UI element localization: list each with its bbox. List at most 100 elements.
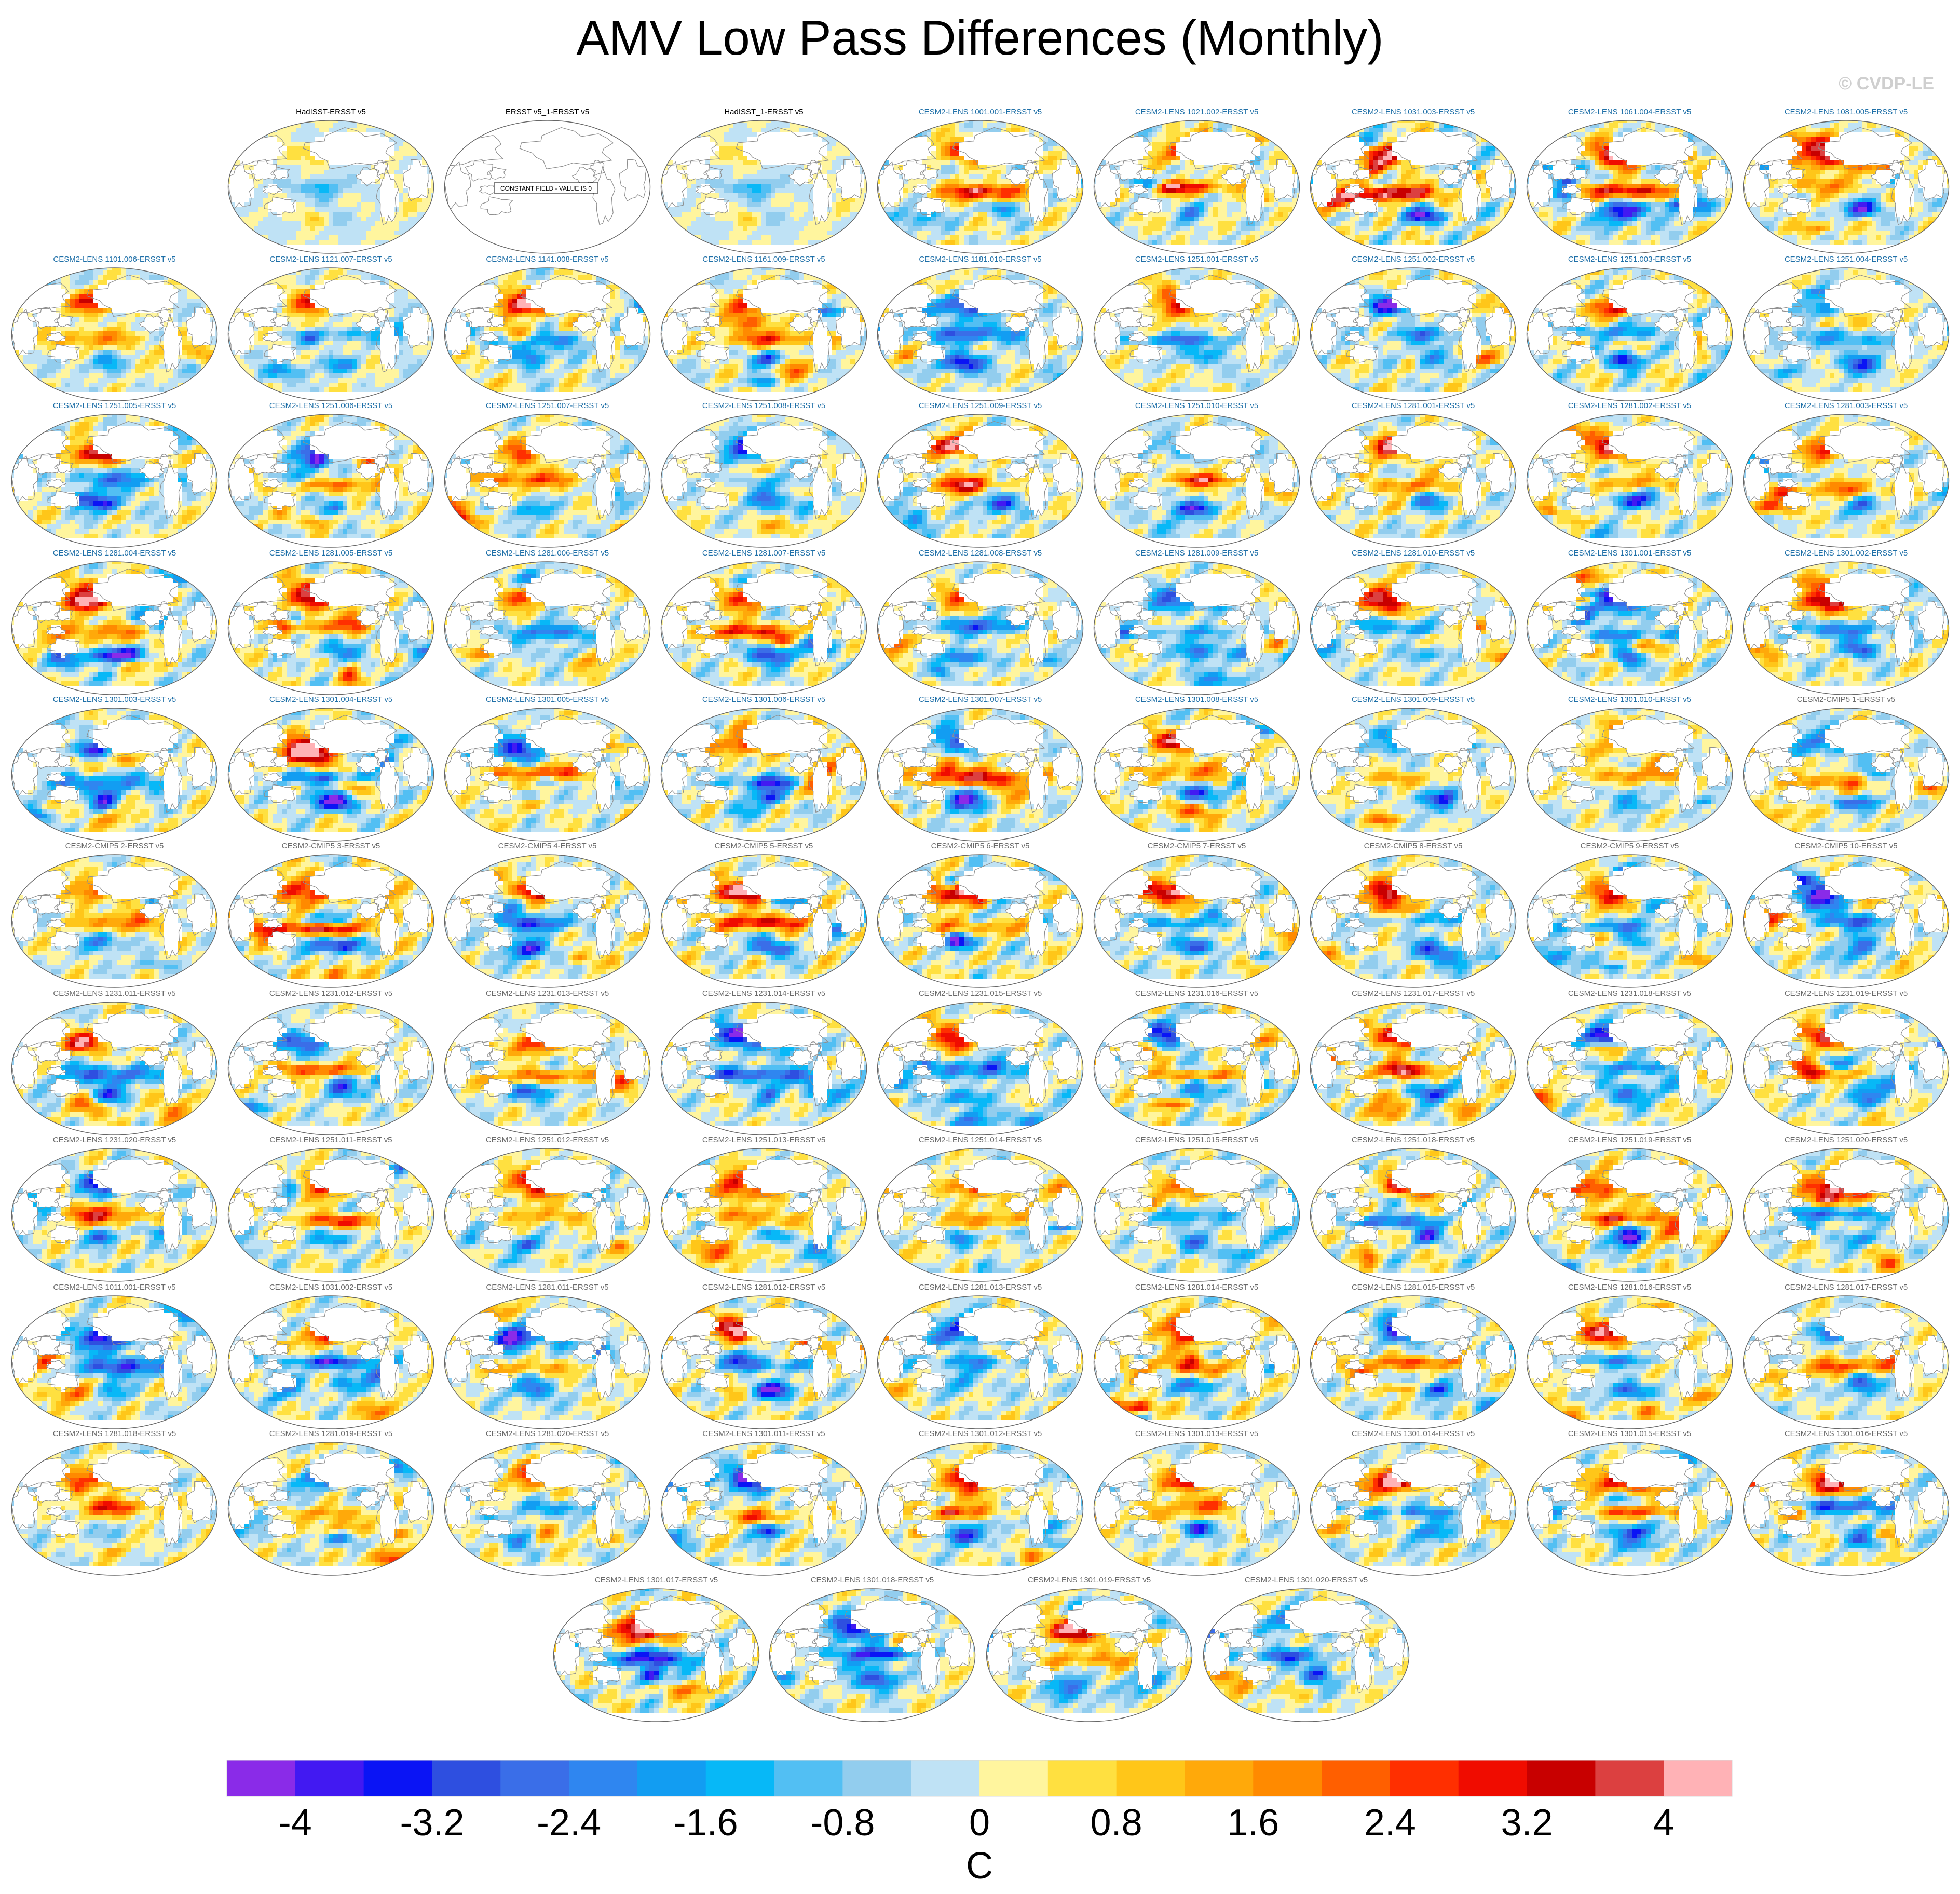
sst-difference-field	[1743, 1002, 1949, 1135]
difference-map	[444, 854, 651, 988]
sst-difference-field	[444, 708, 650, 841]
map-border	[227, 414, 434, 548]
difference-map	[660, 267, 867, 401]
map-panel: CESM2-LENS 1301.013-ERSST v5	[1092, 1429, 1302, 1577]
map-panel: CESM2-LENS 1301.016-ERSST v5	[1741, 1429, 1951, 1577]
sst-difference-field	[1743, 1442, 1949, 1575]
sst-difference-field	[661, 1442, 867, 1575]
map-border	[1310, 708, 1517, 842]
sst-difference-field	[1527, 708, 1733, 841]
sst-difference-field	[661, 120, 867, 253]
map-border	[1093, 1442, 1300, 1576]
difference-map	[877, 854, 1084, 988]
difference-map	[877, 1148, 1084, 1282]
map-panel: CESM2-LENS 1231.019-ERSST v5	[1741, 989, 1951, 1137]
map-border	[1310, 1002, 1517, 1135]
map-border	[1743, 1442, 1950, 1576]
sst-difference-field	[661, 708, 867, 841]
difference-map	[1743, 1148, 1950, 1282]
map-border	[877, 708, 1084, 842]
map-panel: CESM2-LENS 1281.005-ERSST v5	[226, 548, 436, 697]
map-panel: CESM2-LENS 1031.003-ERSST v5	[1308, 107, 1518, 255]
map-panel: CESM2-LENS 1301.001-ERSST v5	[1525, 548, 1735, 697]
map-border	[1526, 120, 1733, 254]
panel-title: CESM2-LENS 1281.007-ERSST v5	[659, 548, 869, 559]
map-border	[660, 120, 867, 254]
sst-difference-field	[877, 708, 1083, 841]
map-border	[11, 1002, 218, 1135]
difference-map	[660, 1002, 867, 1135]
sst-difference-field	[1094, 1296, 1300, 1429]
panel-title: CESM2-LENS 1281.006-ERSST v5	[442, 548, 652, 559]
map-panel: CESM2-LENS 1231.012-ERSST v5	[226, 989, 436, 1137]
panel-title: CESM2-LENS 1231.019-ERSST v5	[1741, 989, 1951, 999]
map-panel: CESM2-LENS 1251.011-ERSST v5	[226, 1135, 436, 1283]
sst-difference-field	[1527, 414, 1733, 547]
panel-title: CESM2-CMIP5 4-ERSST v5	[442, 841, 652, 851]
panel-title: CESM2-LENS 1281.011-ERSST v5	[442, 1282, 652, 1293]
map-border	[1526, 708, 1733, 842]
panel-title: CESM2-LENS 1251.004-ERSST v5	[1741, 254, 1951, 265]
constant-field-box	[494, 182, 598, 194]
map-border	[11, 1148, 218, 1282]
panel-title: CESM2-LENS 1301.019-ERSST v5	[984, 1575, 1194, 1586]
colorbar-swatch	[569, 1760, 638, 1796]
difference-map	[1743, 854, 1950, 988]
sst-difference-field	[444, 562, 650, 695]
sst-difference-field	[1743, 562, 1949, 695]
difference-map	[877, 120, 1084, 254]
map-border	[11, 854, 218, 988]
sst-difference-field	[444, 414, 650, 547]
sst-difference-field	[228, 1296, 434, 1429]
map-border	[1743, 854, 1950, 988]
difference-map	[877, 1295, 1084, 1429]
difference-map	[1743, 414, 1950, 548]
map-panel: CESM2-LENS 1251.010-ERSST v5	[1092, 401, 1302, 549]
map-border	[660, 1295, 867, 1429]
map-border	[769, 1588, 976, 1722]
sst-difference-field	[1310, 414, 1516, 547]
sst-difference-field	[228, 414, 434, 547]
colorbar-tick-label: 0.8	[1091, 1802, 1142, 1844]
map-border	[11, 267, 218, 401]
map-border	[227, 1295, 434, 1429]
panel-title: CESM2-LENS 1231.020-ERSST v5	[9, 1135, 220, 1145]
difference-map	[877, 1002, 1084, 1135]
difference-map	[1743, 561, 1950, 695]
map-panel: CESM2-LENS 1231.016-ERSST v5	[1092, 989, 1302, 1137]
difference-map	[1093, 414, 1300, 548]
difference-map	[1310, 561, 1517, 695]
panel-title: CESM2-LENS 1251.003-ERSST v5	[1525, 254, 1735, 265]
panel-title: CESM2-LENS 1281.012-ERSST v5	[659, 1282, 869, 1293]
difference-map	[444, 267, 651, 401]
map-panel: CESM2-CMIP5 4-ERSST v5	[442, 841, 652, 990]
sst-difference-field	[11, 1002, 217, 1135]
sst-difference-field	[1094, 414, 1300, 547]
map-panel: CESM2-LENS 1301.003-ERSST v5	[9, 695, 220, 843]
sst-difference-field	[1743, 1296, 1949, 1429]
map-border	[986, 1588, 1193, 1722]
difference-map	[660, 1442, 867, 1576]
difference-map	[1743, 1295, 1950, 1429]
difference-map	[1093, 561, 1300, 695]
map-border	[1093, 708, 1300, 842]
colorbar-swatch	[705, 1760, 775, 1796]
map-border	[227, 708, 434, 842]
map-border	[1743, 1148, 1950, 1282]
colorbar-swatch	[500, 1760, 569, 1796]
panel-title: CESM2-LENS 1281.010-ERSST v5	[1308, 548, 1518, 559]
map-border	[1526, 561, 1733, 695]
difference-map	[1310, 120, 1517, 254]
map-panel: CESM2-LENS 1301.014-ERSST v5	[1308, 1429, 1518, 1577]
panel-title: CESM2-LENS 1031.003-ERSST v5	[1308, 107, 1518, 117]
panel-title: CESM2-LENS 1281.018-ERSST v5	[9, 1429, 220, 1439]
sst-difference-field	[11, 1296, 217, 1429]
map-border	[227, 1442, 434, 1576]
difference-map	[444, 1148, 651, 1282]
panel-title: CESM2-LENS 1251.010-ERSST v5	[1092, 401, 1302, 411]
map-border	[227, 561, 434, 695]
map-border	[444, 1442, 651, 1576]
map-panel: CESM2-CMIP5 6-ERSST v5	[875, 841, 1085, 990]
panel-title: CESM2-LENS 1281.009-ERSST v5	[1092, 548, 1302, 559]
map-panel: HadISST_1-ERSST v5	[659, 107, 869, 255]
